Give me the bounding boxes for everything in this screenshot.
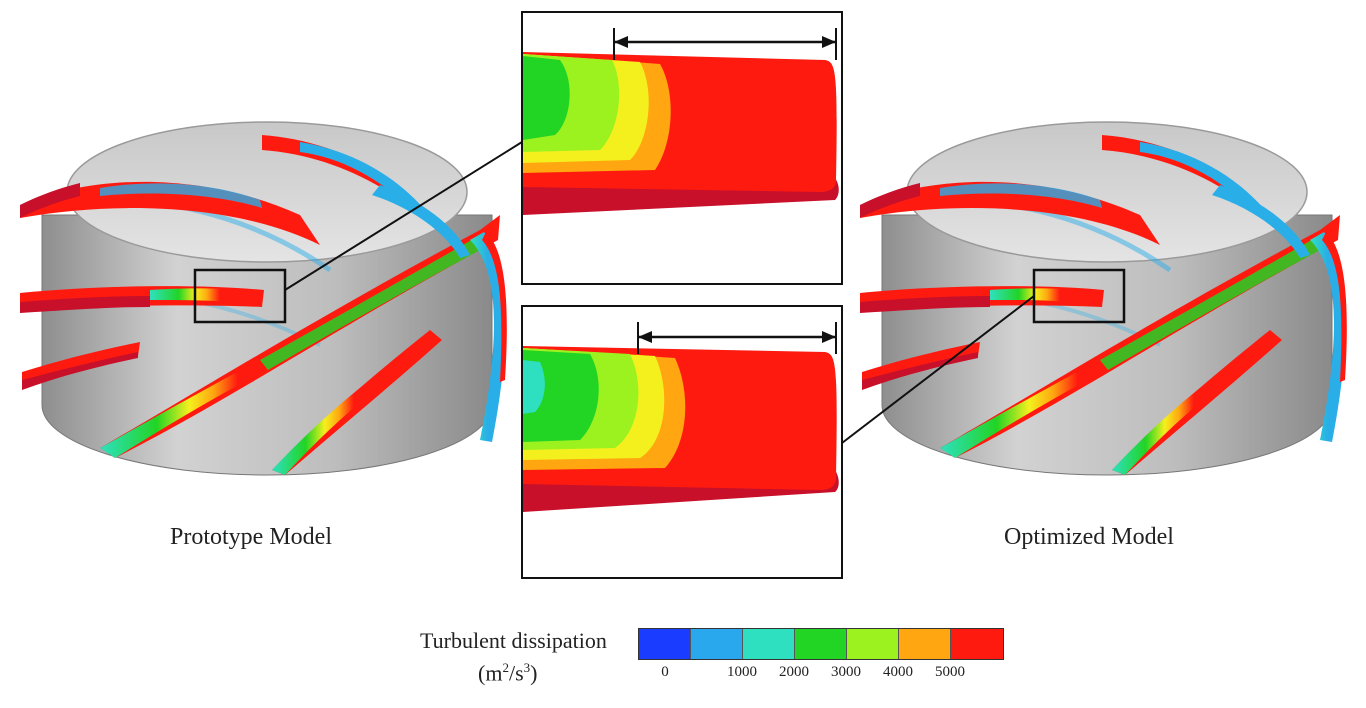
legend-title: Turbulent dissipation — [420, 628, 607, 653]
prototype-impeller-illustration — [20, 122, 507, 475]
color-scale-tick-label: 2000 — [779, 664, 809, 680]
optimized-impeller-illustration — [860, 122, 1347, 475]
color-scale-bar — [638, 628, 1004, 660]
legend-unit: (m2/s3) — [478, 660, 538, 686]
prototype-model-caption: Prototype Model — [170, 524, 332, 550]
color-swatch — [639, 629, 691, 659]
color-swatch — [847, 629, 899, 659]
color-swatch — [899, 629, 951, 659]
color-swatch — [795, 629, 847, 659]
color-scale-tick-label: 0 — [661, 664, 669, 680]
color-scale-tick-label: 5000 — [935, 664, 965, 680]
color-swatch — [743, 629, 795, 659]
optimized-model-caption: Optimized Model — [1004, 524, 1174, 550]
prototype-highlight-box — [193, 268, 287, 324]
color-scale-tick-label: 4000 — [883, 664, 913, 680]
color-swatch — [951, 629, 1003, 659]
color-scale-tick-label: 3000 — [831, 664, 861, 680]
leader-line-top — [284, 141, 523, 291]
color-scale-tick-label: 1000 — [727, 664, 757, 680]
inset-panel-optimized — [521, 305, 843, 579]
leader-line-bottom — [841, 295, 1035, 444]
inset-panel-prototype — [521, 11, 843, 285]
color-swatch — [691, 629, 743, 659]
